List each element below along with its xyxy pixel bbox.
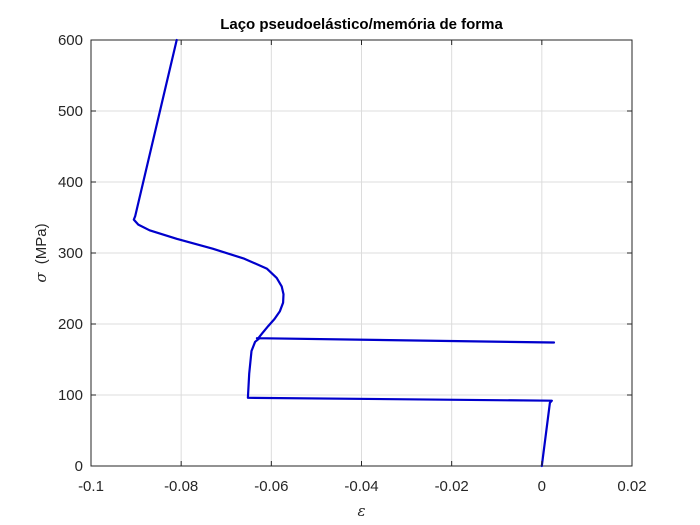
y-axis-label: σ (MPa)	[32, 223, 50, 282]
grid	[91, 40, 632, 466]
ticks: -0.1 -0.08 -0.06 -0.04 -0.02 0 0.02 0 100 200 300 4…	[58, 32, 647, 495]
series-line	[132, 38, 556, 468]
x-tick-label: 0.02	[617, 478, 646, 495]
x-tick-label: 0	[538, 478, 546, 495]
y-tick-label: 300	[58, 245, 83, 262]
y-tick-label: 100	[58, 387, 83, 404]
x-axis-label: ε	[357, 502, 365, 520]
chart-title: Laço pseudoelástico/memória de forma	[220, 16, 503, 33]
x-tick-label: -0.02	[435, 478, 469, 495]
x-tick-label: -0.08	[164, 478, 198, 495]
y-tick-label: 600	[58, 32, 83, 49]
x-tick-label: -0.04	[344, 478, 378, 495]
y-tick-label: 400	[58, 174, 83, 191]
y-tick-label: 500	[58, 103, 83, 120]
y-axis-label-unit: (MPa)	[33, 223, 50, 264]
y-tick-label: 200	[58, 316, 83, 333]
y-axis-label-symbol: σ	[32, 272, 50, 283]
y-tick-label: 0	[75, 458, 83, 475]
series-layer	[132, 38, 556, 468]
x-tick-label: -0.1	[78, 478, 104, 495]
x-tick-label: -0.06	[254, 478, 288, 495]
